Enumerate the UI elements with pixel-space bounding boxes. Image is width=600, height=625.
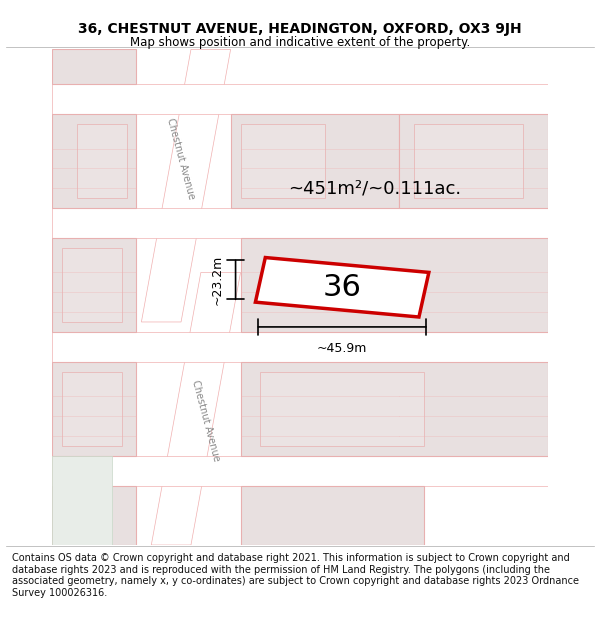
Polygon shape (77, 124, 127, 198)
Text: Map shows position and indicative extent of the property.: Map shows position and indicative extent… (130, 36, 470, 49)
Polygon shape (241, 486, 424, 545)
Polygon shape (414, 124, 523, 198)
Text: 36: 36 (323, 272, 362, 302)
Polygon shape (230, 114, 399, 208)
Polygon shape (52, 332, 548, 362)
Polygon shape (52, 114, 136, 208)
Polygon shape (260, 371, 424, 446)
Polygon shape (256, 258, 429, 317)
Polygon shape (399, 114, 548, 208)
Text: Chestnut Avenue: Chestnut Avenue (166, 117, 197, 200)
Polygon shape (241, 238, 548, 332)
Polygon shape (52, 456, 112, 545)
Polygon shape (241, 362, 548, 456)
Polygon shape (241, 124, 325, 198)
Text: ~45.9m: ~45.9m (317, 342, 367, 355)
Polygon shape (52, 362, 136, 456)
Polygon shape (52, 84, 548, 114)
Polygon shape (52, 238, 136, 332)
Text: 36, CHESTNUT AVENUE, HEADINGTON, OXFORD, OX3 9JH: 36, CHESTNUT AVENUE, HEADINGTON, OXFORD,… (78, 22, 522, 36)
Polygon shape (62, 371, 122, 446)
Polygon shape (52, 456, 548, 486)
Polygon shape (151, 272, 241, 545)
Text: Contains OS data © Crown copyright and database right 2021. This information is : Contains OS data © Crown copyright and d… (12, 553, 579, 598)
Polygon shape (52, 49, 136, 84)
Polygon shape (62, 248, 122, 322)
Polygon shape (52, 486, 136, 545)
Polygon shape (52, 208, 548, 238)
Text: ~451m²/~0.111ac.: ~451m²/~0.111ac. (288, 179, 461, 197)
Text: ~23.2m: ~23.2m (210, 255, 223, 305)
Polygon shape (142, 49, 230, 322)
Text: Chestnut Avenue: Chestnut Avenue (190, 379, 221, 463)
